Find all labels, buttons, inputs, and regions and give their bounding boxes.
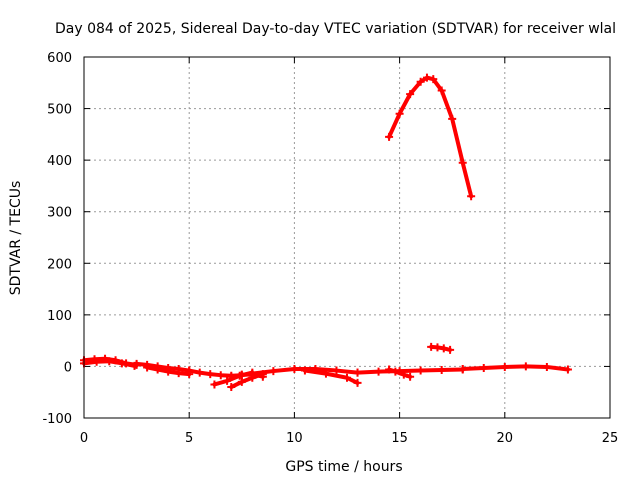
chart-title: Day 084 of 2025, Sidereal Day-to-day VTE…: [55, 21, 616, 37]
series-line: [387, 367, 413, 379]
data-point: [300, 366, 309, 375]
x-tick-label: 15: [391, 431, 408, 446]
y-tick-label: 100: [47, 309, 72, 324]
data-point: [429, 75, 438, 84]
data-point: [143, 363, 152, 372]
data-point: [237, 377, 246, 386]
data-point: [223, 376, 232, 385]
data-point: [458, 365, 467, 374]
y-tick-label: 200: [47, 257, 72, 272]
data-point: [248, 369, 257, 378]
data-point: [437, 366, 446, 375]
data-point: [195, 368, 204, 377]
x-tick-label: 10: [286, 431, 303, 446]
data-point: [391, 367, 400, 376]
data-point: [467, 192, 476, 201]
data-point: [206, 370, 215, 379]
series-arc-4: [143, 363, 194, 379]
data-point: [290, 365, 299, 374]
data-point: [92, 357, 101, 366]
data-point: [448, 114, 457, 123]
series-line: [302, 368, 360, 385]
plot-frame: [83, 56, 611, 419]
y-tick-label: -100: [42, 412, 72, 427]
data-point: [500, 362, 509, 371]
x-tick-label: 5: [185, 431, 193, 446]
y-axis-label: SDTVAR / TECUs: [8, 181, 24, 296]
y-tick-label: 0: [64, 360, 72, 375]
data-point: [542, 362, 551, 371]
data-point: [458, 158, 467, 167]
data-point: [153, 365, 162, 374]
data-point: [406, 372, 415, 381]
data-point: [374, 367, 383, 376]
data-point: [385, 365, 394, 374]
data-point: [105, 357, 114, 366]
data-point: [227, 383, 236, 392]
y-tick-label: 400: [47, 154, 72, 169]
y-tick-label: 600: [47, 51, 72, 66]
data-point: [385, 132, 394, 141]
series-arc-15: [458, 362, 572, 374]
data-point: [563, 365, 572, 374]
data-point: [185, 366, 194, 375]
data-point: [353, 368, 362, 377]
data-point: [437, 86, 446, 95]
data-point: [216, 371, 225, 380]
data-point: [132, 359, 141, 368]
data-point: [237, 370, 246, 379]
data-point: [332, 366, 341, 375]
x-tick-label: 25: [602, 431, 619, 446]
data-point: [406, 90, 415, 99]
series-arc-14: [427, 342, 455, 354]
axis-ticks: 0 5 10 15 20 25 -100 0 100 200 300 400 500 600: [42, 51, 618, 446]
data-point: [521, 362, 530, 371]
data-point: [164, 367, 173, 376]
data-point: [117, 359, 126, 368]
data-point: [446, 345, 455, 354]
series-arc-13: [385, 73, 476, 201]
data-point: [422, 73, 431, 82]
data-point: [353, 378, 362, 387]
data-point: [399, 370, 408, 379]
data-point: [479, 363, 488, 372]
data-point: [210, 380, 219, 389]
data-point: [269, 367, 278, 376]
data-point: [321, 369, 330, 378]
series-line: [229, 372, 265, 379]
data-point: [343, 373, 351, 382]
data-point: [433, 343, 442, 352]
series-arc-10: [300, 366, 362, 387]
data-point: [395, 109, 404, 118]
x-axis-label: GPS time / hours: [285, 459, 402, 475]
series-arc-12: [385, 365, 415, 381]
y-tick-label: 300: [47, 206, 72, 221]
x-tick-label: 20: [497, 431, 514, 446]
data-series: [80, 73, 572, 392]
data-point: [416, 366, 425, 375]
data-point: [416, 77, 425, 86]
data-point: [439, 344, 448, 353]
data-point: [174, 369, 183, 378]
x-tick-label: 0: [80, 431, 88, 446]
data-point: [227, 372, 236, 381]
y-tick-label: 500: [47, 103, 72, 118]
